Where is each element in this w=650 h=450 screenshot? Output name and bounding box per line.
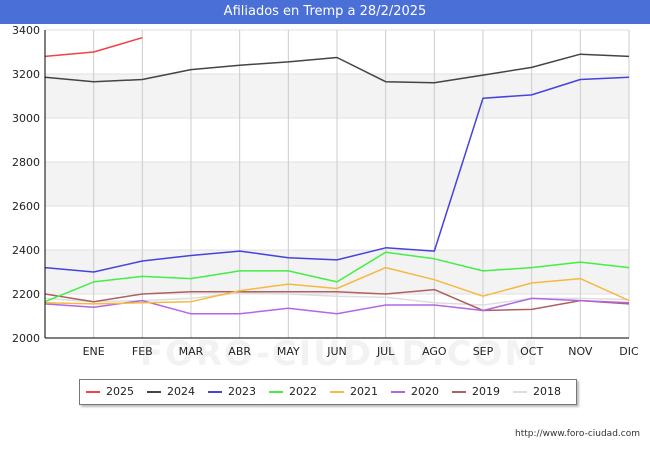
legend-swatch xyxy=(208,391,222,393)
legend-label: 2025 xyxy=(106,385,134,398)
legend-label: 2022 xyxy=(289,385,317,398)
x-tick-label: NOV xyxy=(568,345,593,358)
legend-label: 2023 xyxy=(228,385,256,398)
y-tick-label: 3200 xyxy=(12,68,40,81)
x-tick-label: SEP xyxy=(473,345,494,358)
legend-swatch xyxy=(452,391,466,393)
legend-swatch xyxy=(391,391,405,393)
legend-label: 2024 xyxy=(167,385,195,398)
y-tick-label: 2200 xyxy=(12,288,40,301)
legend-swatch xyxy=(330,391,344,393)
x-tick-label: MAR xyxy=(179,345,204,358)
legend-label: 2021 xyxy=(350,385,378,398)
series-line-2025 xyxy=(44,36,143,58)
legend-swatch xyxy=(86,391,100,393)
y-tick-label: 2800 xyxy=(12,156,40,169)
source-url: http://www.foro-ciudad.com xyxy=(515,429,640,439)
series-line-2019 xyxy=(44,288,630,312)
axes xyxy=(44,30,629,339)
x-tick-label: JUL xyxy=(376,345,395,358)
vertical-gridlines xyxy=(93,30,630,338)
legend-swatch xyxy=(147,391,161,393)
y-tick-labels: 2000 2200 2400 2600 2800 3000 3200 3400 xyxy=(12,24,40,345)
x-tick-label: AGO xyxy=(422,345,447,358)
x-tick-label: OCT xyxy=(520,345,543,358)
series-lines xyxy=(44,36,630,315)
chart-title: Afiliados en Tremp a 28/2/2025 xyxy=(223,4,427,19)
y-tick-label: 2400 xyxy=(12,244,40,257)
x-tick-label: DIC xyxy=(619,345,639,358)
x-tick-label: MAY xyxy=(277,345,300,358)
legend-label: 2020 xyxy=(411,385,439,398)
x-tick-label: ENE xyxy=(83,345,105,358)
y-tick-label: 3000 xyxy=(12,112,40,125)
x-tick-labels: ENE FEB MAR ABR MAY JUN JUL AGO SEP OCT NOV DIC xyxy=(83,345,639,358)
series-line-2024 xyxy=(44,53,630,84)
x-tick-label: FEB xyxy=(132,345,153,358)
title-bar: Afiliados en Tremp a 28/2/2025 xyxy=(0,0,650,24)
series-line-2021 xyxy=(44,266,630,305)
series-line-2020 xyxy=(44,297,630,315)
x-tick-label: JUN xyxy=(326,345,347,358)
legend-swatch xyxy=(269,391,283,393)
legend: 2025 2024 2023 2022 2021 2020 2019 2018 xyxy=(79,379,577,405)
legend-label: 2019 xyxy=(472,385,500,398)
y-tick-label: 3400 xyxy=(12,24,40,37)
x-tick-label: ABR xyxy=(228,345,251,358)
series-line-2023 xyxy=(44,76,630,273)
watermark: FORO-CIUDAD.COM xyxy=(140,334,541,374)
legend-swatch xyxy=(513,391,527,393)
y-tick-label: 2000 xyxy=(12,332,40,345)
y-tick-label: 2600 xyxy=(12,200,40,213)
series-line-2022 xyxy=(44,251,630,303)
legend-label: 2018 xyxy=(533,385,561,398)
